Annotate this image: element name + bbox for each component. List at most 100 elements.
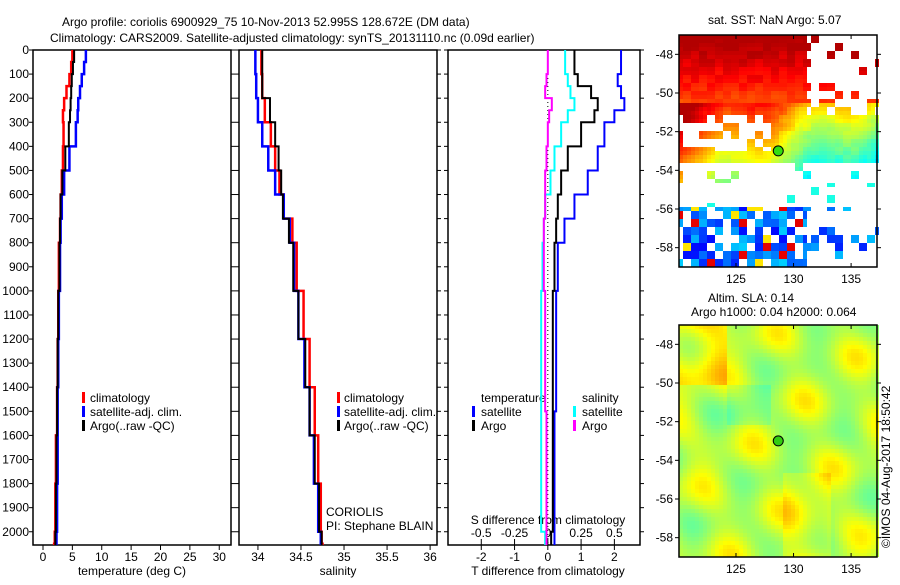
map-cell <box>711 381 715 385</box>
map-cell <box>755 99 759 103</box>
map-cell <box>767 449 771 453</box>
map-cell <box>815 553 819 557</box>
map-cell <box>775 501 779 505</box>
map-cell <box>695 247 699 251</box>
map-cell <box>839 345 843 349</box>
map-cell <box>795 47 799 51</box>
map-cell <box>803 393 807 397</box>
map-cell <box>759 255 763 259</box>
map-cell <box>687 91 691 95</box>
map-cell <box>739 75 743 79</box>
map-cell <box>679 381 683 385</box>
map-cell <box>851 349 855 353</box>
map-cell <box>695 537 699 541</box>
map-cell <box>743 493 747 497</box>
map-cell <box>739 549 743 553</box>
map-cell <box>823 227 827 231</box>
map-cell <box>835 381 839 385</box>
map-cell <box>763 441 767 445</box>
map-cell <box>699 473 703 477</box>
map-cell <box>735 79 739 83</box>
map-cell <box>819 541 823 545</box>
map-cell <box>855 131 859 135</box>
map-cell <box>799 453 803 457</box>
map-cell <box>843 553 847 557</box>
map-cell <box>787 381 791 385</box>
map-cell <box>747 521 751 525</box>
map-cell <box>779 251 783 255</box>
map-cell <box>843 151 847 155</box>
map-cell <box>703 493 707 497</box>
map-cell <box>795 413 799 417</box>
map-cell <box>803 401 807 405</box>
map-cell <box>739 223 743 227</box>
map-cell <box>823 533 827 537</box>
map-cell <box>815 35 819 39</box>
map-cell <box>851 329 855 333</box>
map-cell <box>791 51 795 55</box>
map-cell <box>827 533 831 537</box>
map-cell <box>747 155 751 159</box>
map-cell <box>699 231 703 235</box>
map-cell <box>783 461 787 465</box>
map-cell <box>747 473 751 477</box>
map-cell <box>775 251 779 255</box>
map-cell <box>703 393 707 397</box>
map-cell <box>811 497 815 501</box>
map-cell <box>747 83 751 87</box>
map-cell <box>815 365 819 369</box>
map-cell <box>835 123 839 127</box>
y-tick-label: -48 <box>656 47 674 61</box>
map-cell <box>827 529 831 533</box>
map-cell <box>731 549 735 553</box>
map-cell <box>811 385 815 389</box>
map-cell <box>775 433 779 437</box>
map-cell <box>711 533 715 537</box>
map-cell <box>751 369 755 373</box>
map-cell <box>691 389 695 393</box>
map-cell <box>727 469 731 473</box>
map-cell <box>743 525 747 529</box>
map-cell <box>743 345 747 349</box>
map-cell <box>739 545 743 549</box>
map-cell <box>707 87 711 91</box>
map-cell <box>775 111 779 115</box>
map-cell <box>811 477 815 481</box>
map-cell <box>839 127 843 131</box>
map-cell <box>823 545 827 549</box>
map-cell <box>815 377 819 381</box>
map-cell <box>743 433 747 437</box>
map-cell <box>867 345 871 349</box>
map-cell <box>795 151 799 155</box>
map-cell <box>779 373 783 377</box>
map-cell <box>723 215 727 219</box>
map-cell <box>799 405 803 409</box>
map-cell <box>687 247 691 251</box>
map-cell <box>707 533 711 537</box>
map-cell <box>703 377 707 381</box>
map-cell <box>755 421 759 425</box>
map-cell <box>839 115 843 119</box>
map-cell <box>699 553 703 557</box>
map-cell <box>691 517 695 521</box>
map-cell <box>835 465 839 469</box>
map-cell <box>859 413 863 417</box>
map-cell <box>855 461 859 465</box>
map-cell <box>719 533 723 537</box>
map-cell <box>715 397 719 401</box>
map-cell <box>779 243 783 247</box>
map-cell <box>755 353 759 357</box>
map-cell <box>715 79 719 83</box>
map-cell <box>855 501 859 505</box>
map-cell <box>687 71 691 75</box>
map-cell <box>747 509 751 513</box>
map-cell <box>851 493 855 497</box>
map-cell <box>799 107 803 111</box>
map-cell <box>775 87 779 91</box>
map-cell <box>803 513 807 517</box>
map-cell <box>855 549 859 553</box>
map-cell <box>755 235 759 239</box>
map-cell <box>743 87 747 91</box>
map-cell <box>715 345 719 349</box>
map-cell <box>771 47 775 51</box>
